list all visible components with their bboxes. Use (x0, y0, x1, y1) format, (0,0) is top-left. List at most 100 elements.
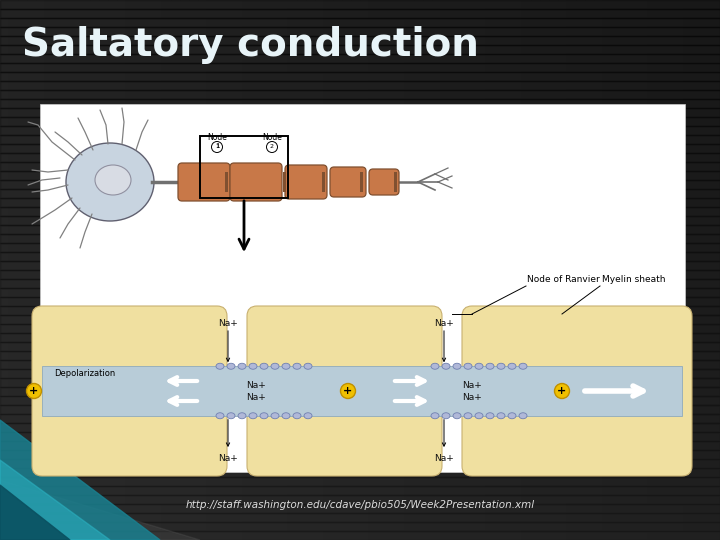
Ellipse shape (431, 363, 439, 369)
Text: 2: 2 (270, 145, 274, 150)
Bar (594, 0, 603, 540)
Bar (81, 0, 90, 540)
Bar (441, 0, 450, 540)
Bar (0, 108, 720, 117)
Bar (0, 396, 720, 405)
Ellipse shape (475, 413, 483, 418)
Text: Na+: Na+ (218, 454, 238, 463)
Ellipse shape (249, 363, 257, 369)
Bar (477, 0, 486, 540)
Bar (0, 342, 720, 351)
Bar (322, 172, 325, 192)
Bar (387, 0, 396, 540)
FancyBboxPatch shape (462, 306, 692, 476)
Bar (0, 441, 720, 450)
Text: http://staff.washington.edu/cdave/pbio505/Week2Presentation.xml: http://staff.washington.edu/cdave/pbio50… (186, 500, 534, 510)
Bar (180, 0, 189, 540)
Bar (396, 0, 405, 540)
Bar (42, 366, 682, 416)
Bar (0, 495, 720, 504)
Bar (0, 153, 720, 162)
Text: Na+: Na+ (462, 393, 482, 402)
Bar (270, 0, 279, 540)
Bar (162, 0, 171, 540)
Bar (576, 0, 585, 540)
Bar (432, 0, 441, 540)
Circle shape (212, 141, 222, 152)
Bar (0, 423, 720, 432)
Bar (333, 0, 342, 540)
Bar (0, 0, 720, 9)
Bar (0, 9, 720, 18)
Bar (0, 216, 720, 225)
Ellipse shape (519, 363, 527, 369)
Ellipse shape (508, 363, 516, 369)
Bar (504, 0, 513, 540)
Text: Depolarization: Depolarization (54, 369, 115, 378)
Bar (234, 0, 243, 540)
Bar (684, 0, 693, 540)
Polygon shape (0, 485, 70, 540)
Bar (0, 72, 720, 81)
Bar (243, 0, 252, 540)
Bar (450, 0, 459, 540)
Bar (657, 0, 666, 540)
Ellipse shape (464, 413, 472, 418)
Bar (288, 0, 297, 540)
Ellipse shape (519, 413, 527, 418)
Bar (0, 306, 720, 315)
Ellipse shape (453, 413, 461, 418)
Bar (0, 54, 720, 63)
Bar (0, 99, 720, 108)
Text: Na+: Na+ (218, 319, 238, 328)
Bar (0, 144, 720, 153)
Ellipse shape (497, 363, 505, 369)
Bar (0, 0, 9, 540)
Ellipse shape (293, 413, 301, 418)
Bar (0, 468, 720, 477)
Text: Na+: Na+ (434, 454, 454, 463)
Ellipse shape (442, 363, 450, 369)
Bar (0, 531, 720, 540)
FancyBboxPatch shape (369, 169, 399, 195)
Bar (99, 0, 108, 540)
Bar (0, 171, 720, 180)
Bar (0, 162, 720, 171)
Bar (630, 0, 639, 540)
Bar (171, 0, 180, 540)
Ellipse shape (282, 363, 290, 369)
Bar (693, 0, 702, 540)
Bar (36, 0, 45, 540)
Bar (315, 0, 324, 540)
Bar (0, 225, 720, 234)
Bar (513, 0, 522, 540)
Bar (405, 0, 414, 540)
Bar (0, 288, 720, 297)
Circle shape (341, 383, 356, 399)
Bar (0, 27, 720, 36)
Ellipse shape (238, 413, 246, 418)
Text: 1: 1 (215, 145, 219, 150)
Bar (675, 0, 684, 540)
Bar (423, 0, 432, 540)
Bar (126, 0, 135, 540)
Ellipse shape (227, 413, 235, 418)
Bar (621, 0, 630, 540)
Bar (0, 198, 720, 207)
Circle shape (27, 383, 42, 399)
Bar (0, 387, 720, 396)
Bar (40, 104, 685, 472)
Text: Node: Node (207, 133, 227, 142)
Bar (0, 315, 720, 324)
FancyBboxPatch shape (247, 306, 442, 476)
Bar (0, 405, 720, 414)
Bar (252, 0, 261, 540)
Bar (18, 0, 27, 540)
Ellipse shape (238, 363, 246, 369)
Ellipse shape (464, 363, 472, 369)
Bar (225, 172, 228, 192)
Ellipse shape (431, 413, 439, 418)
Bar (189, 0, 198, 540)
Bar (0, 477, 720, 486)
Bar (0, 450, 720, 459)
